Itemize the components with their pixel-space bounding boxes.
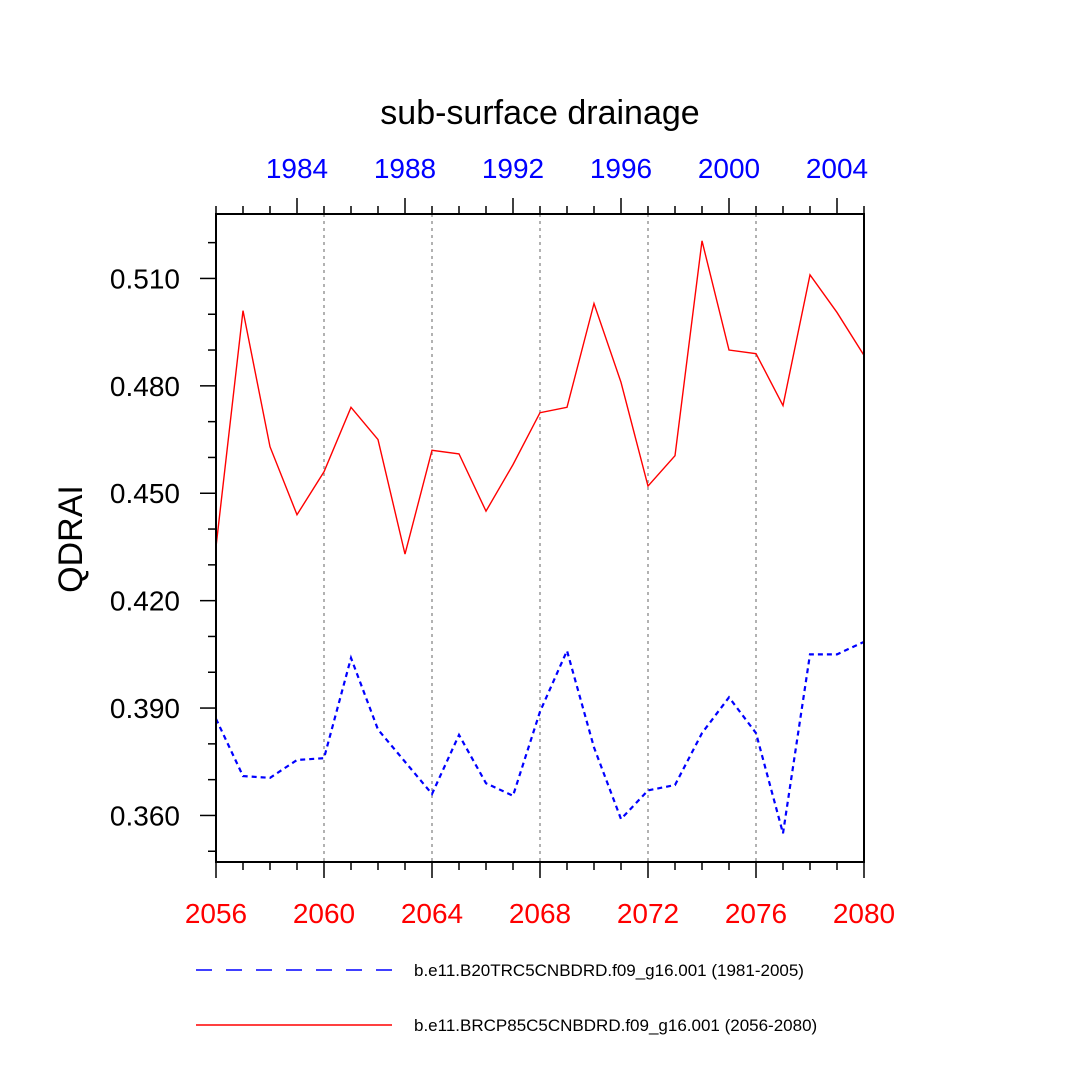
series-1-point-2064: [430, 448, 434, 452]
y-axis-label: QDRAI: [52, 485, 90, 593]
series-1-point-2066: [484, 509, 488, 513]
series-1-point-2078: [808, 273, 812, 277]
x-bottom-tick-label-2068: 2068: [509, 898, 571, 929]
y-tick-label-0.360: 0.360: [110, 800, 180, 831]
series-1-point-2063: [403, 552, 407, 556]
series-0-point-2003: [808, 652, 812, 656]
series-0-point-1994: [565, 649, 569, 653]
x-top-tick-label-1988: 1988: [374, 153, 436, 184]
series-0-point-2000: [727, 695, 731, 699]
series-1-point-2076: [754, 352, 758, 356]
series-1-point-2059: [295, 513, 299, 517]
x-bottom-tick-label-2076: 2076: [725, 898, 787, 929]
tick-labels: 2056 2060 2064 2068 2072 2076 2080 1984 1988 1992…: [110, 153, 895, 929]
y-tick-label-0.510: 0.510: [110, 263, 180, 294]
series-layer: [215, 239, 865, 835]
series-0-point-2001: [754, 731, 758, 735]
y-tick-label-0.480: 0.480: [110, 371, 180, 402]
series-1-point-2057: [241, 309, 245, 313]
series-line-0: [215, 640, 865, 834]
series-1-point-2077: [781, 404, 785, 408]
series-0-point-1988: [403, 760, 407, 764]
y-tick-label-0.450: 0.450: [110, 478, 180, 509]
x-bottom-tick-label-2072: 2072: [617, 898, 679, 929]
series-0-point-1989: [430, 792, 434, 796]
chart-title: sub-surface drainage: [380, 94, 699, 132]
legend-label-rcp85: b.e11.BRCP85C5CNBDRD.f09_g16.001 (2056-2…: [414, 1016, 817, 1035]
series-0-point-1984: [295, 758, 299, 762]
series-0-point-1986: [349, 656, 353, 660]
series-1-point-2072: [646, 484, 650, 488]
series-0-point-1995: [592, 745, 596, 749]
axis-ticks: [200, 198, 865, 878]
y-tick-label-0.390: 0.390: [110, 693, 180, 724]
series-1-point-2058: [268, 445, 272, 449]
legend: b.e11.B20TRC5CNBDRD.f09_g16.001 (1981-20…: [196, 961, 817, 1035]
x-top-tick-label-2000: 2000: [698, 153, 760, 184]
series-1-point-2065: [457, 452, 461, 456]
series-0-point-1987: [376, 728, 380, 732]
series-0-point-2004: [835, 652, 839, 656]
series-1-point-2061: [349, 405, 353, 409]
series-0-point-1999: [700, 731, 704, 735]
series-0-point-1985: [322, 756, 326, 760]
x-top-tick-label-1984: 1984: [266, 153, 328, 184]
series-1-point-2073: [673, 454, 677, 458]
series-0-point-1997: [646, 788, 650, 792]
series-0-point-1991: [484, 781, 488, 785]
series-1-point-2068: [538, 411, 542, 415]
series-1-point-2070: [592, 302, 596, 306]
series-0-point-1990: [457, 733, 461, 737]
series-0-point-1998: [673, 783, 677, 787]
series-line-1: [215, 240, 865, 555]
series-1-point-2062: [376, 438, 380, 442]
series-1-point-2075: [727, 348, 731, 352]
x-top-tick-label-2004: 2004: [806, 153, 868, 184]
series-0-point-1982: [241, 774, 245, 778]
series-1-point-2074: [700, 239, 704, 243]
x-bottom-tick-label-2064: 2064: [401, 898, 463, 929]
series-0-point-1992: [511, 794, 515, 798]
y-tick-label-0.420: 0.420: [110, 586, 180, 617]
series-0-point-1993: [538, 710, 542, 714]
x-bottom-tick-label-2056: 2056: [185, 898, 247, 929]
series-1-point-2079: [835, 310, 839, 314]
x-top-tick-label-1996: 1996: [590, 153, 652, 184]
series-1-point-2060: [322, 470, 326, 474]
legend-label-historical: b.e11.B20TRC5CNBDRD.f09_g16.001 (1981-20…: [414, 961, 804, 980]
x-bottom-tick-label-2060: 2060: [293, 898, 355, 929]
x-bottom-tick-label-2080: 2080: [833, 898, 895, 929]
series-1-point-2067: [511, 463, 515, 467]
x-top-tick-label-1992: 1992: [482, 153, 544, 184]
series-0-point-2002: [781, 831, 785, 835]
series-0-point-1996: [619, 817, 623, 821]
series-1-point-2071: [619, 380, 623, 384]
series-1-point-2069: [565, 405, 569, 409]
series-0-point-1983: [268, 776, 272, 780]
